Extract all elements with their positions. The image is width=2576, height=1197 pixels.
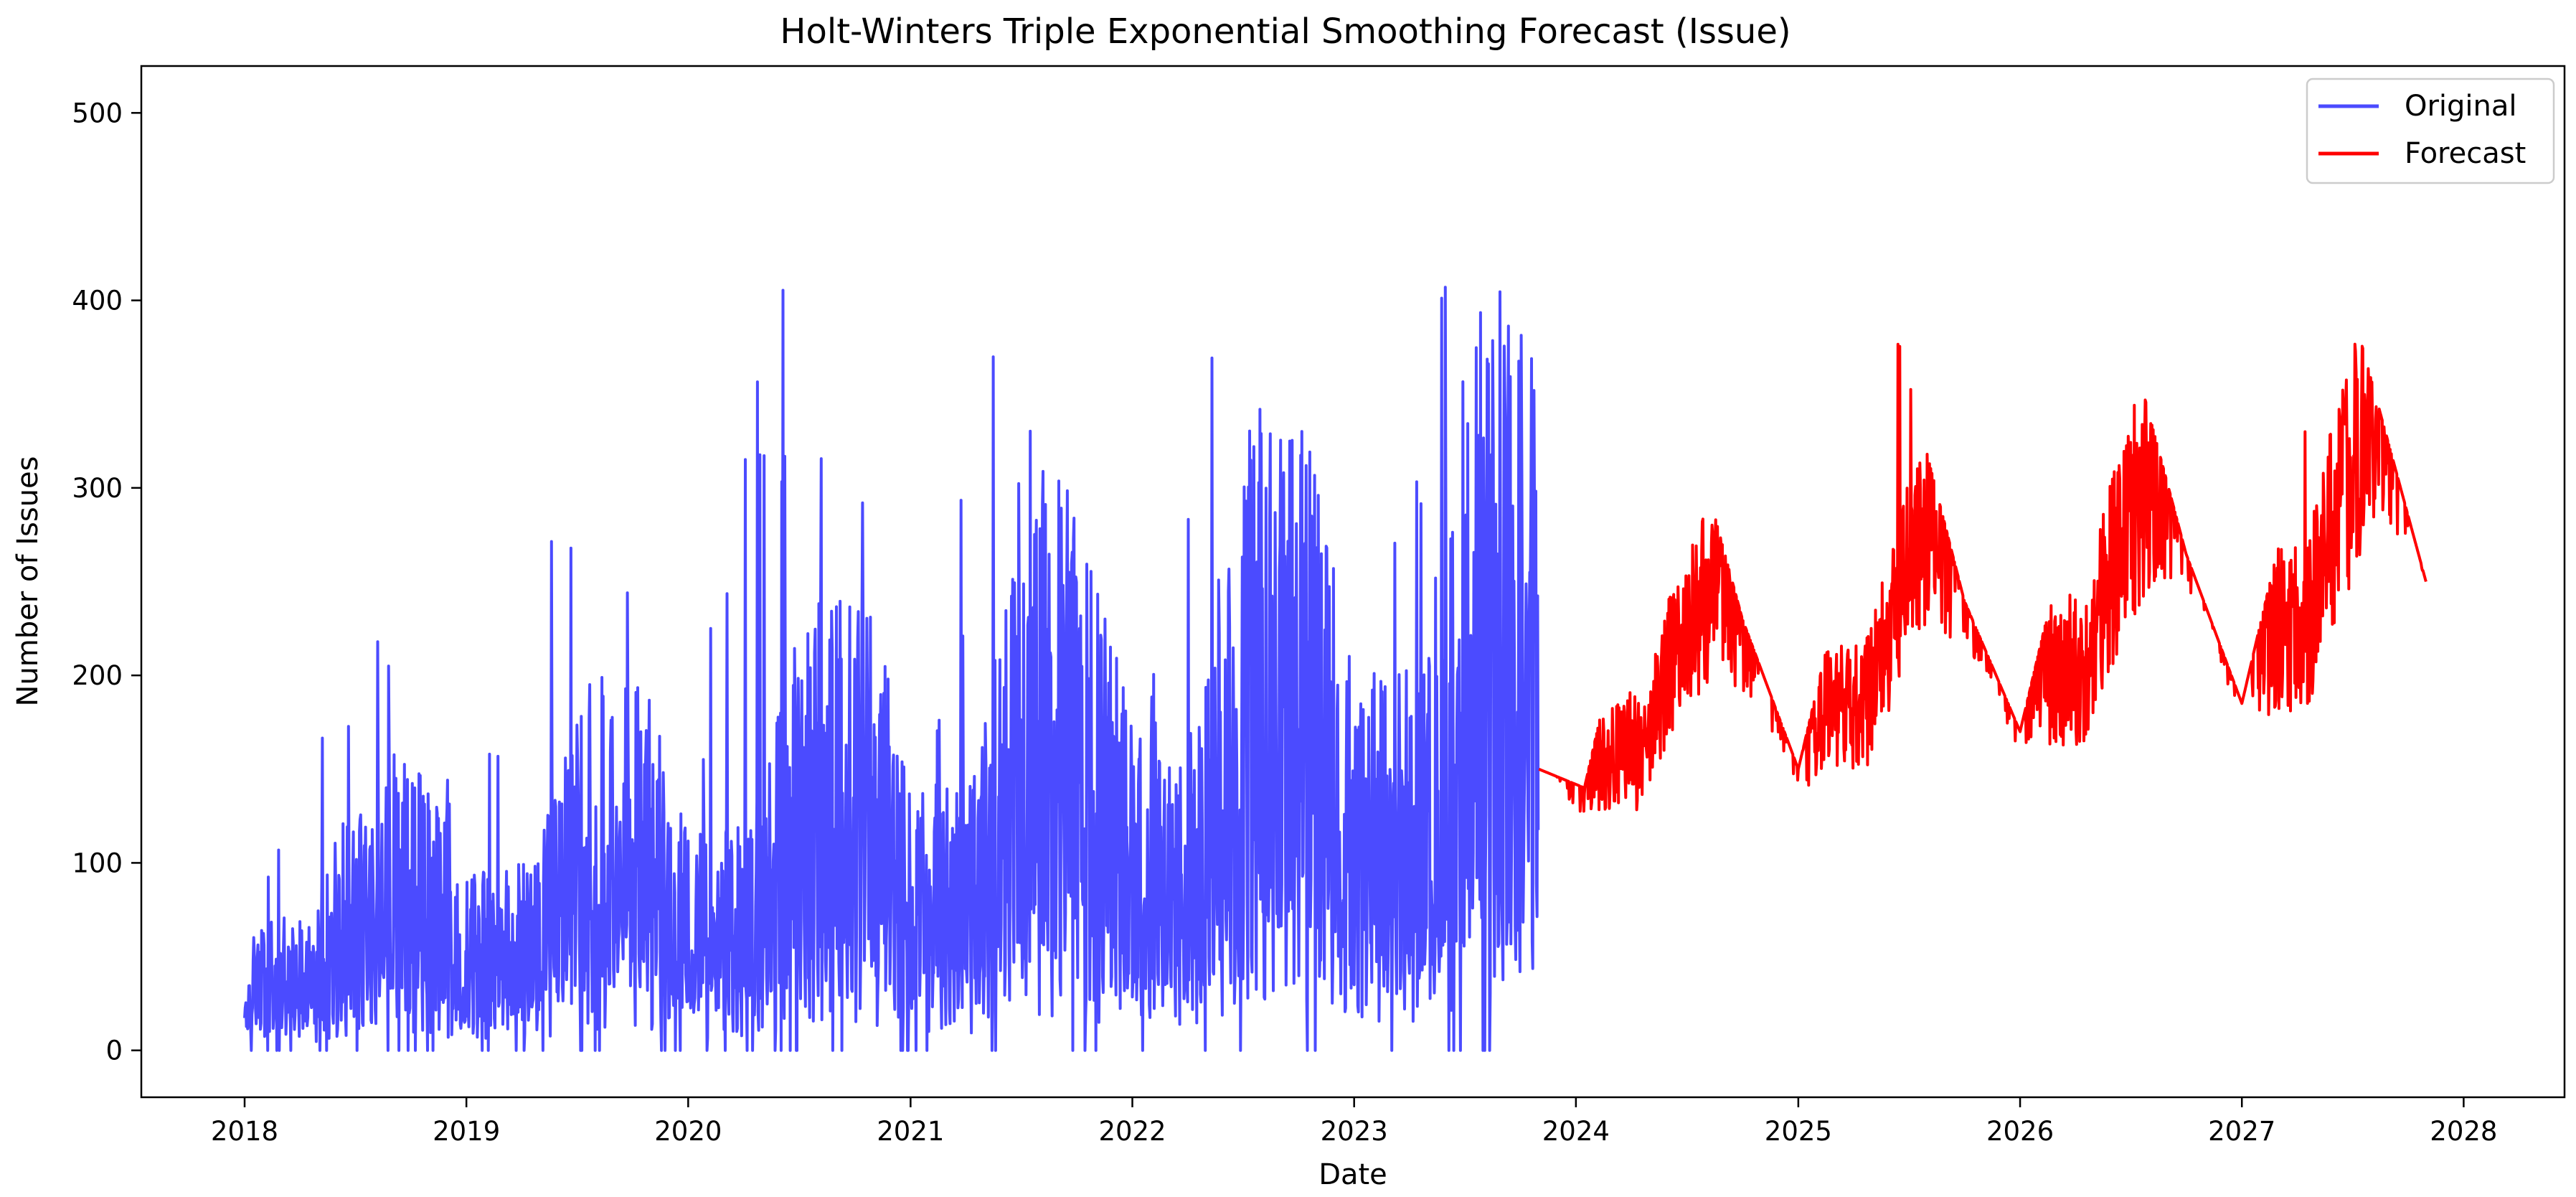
x-tick-label: 2023 [1321, 1116, 1388, 1147]
x-axis-label: Date [1318, 1158, 1387, 1191]
y-tick-label: 300 [72, 473, 123, 504]
y-tick-label: 0 [105, 1036, 123, 1066]
x-tick-label: 2020 [654, 1116, 722, 1147]
x-tick-label: 2018 [211, 1116, 278, 1147]
y-tick-label: 500 [72, 98, 123, 128]
x-tick-label: 2022 [1098, 1116, 1166, 1147]
legend-label-forecast: Forecast [2405, 137, 2526, 170]
plot-area [140, 65, 2566, 1099]
y-tick-label: 200 [72, 660, 123, 691]
series-layer [243, 286, 2428, 1052]
y-axis-label: Number of Issues [11, 456, 44, 707]
x-tick-label: 2025 [1765, 1116, 1832, 1147]
legend-label-original: Original [2405, 90, 2517, 123]
plot-frame [140, 65, 2566, 1099]
y-tick-label: 400 [72, 286, 123, 316]
x-tick-label: 2021 [877, 1116, 944, 1147]
y-axis: 0 100 200 300 400 500 [72, 98, 141, 1066]
x-tick-label: 2027 [2208, 1116, 2275, 1147]
x-tick-label: 2028 [2430, 1116, 2497, 1147]
legend: Original Forecast [2306, 78, 2555, 184]
chart-title: Holt-Winters Triple Exponential Smoothin… [780, 11, 1791, 52]
x-tick-label: 2024 [1542, 1116, 1610, 1147]
x-tick-label: 2026 [1986, 1116, 2054, 1147]
series-line-original [243, 286, 1540, 1052]
x-axis: 2018 2019 2020 2021 2022 2023 2024 2025 2026 2027… [211, 1097, 2497, 1147]
x-tick-label: 2019 [433, 1116, 500, 1147]
y-tick-label: 100 [72, 848, 123, 878]
series-line-forecast [1538, 342, 2428, 813]
